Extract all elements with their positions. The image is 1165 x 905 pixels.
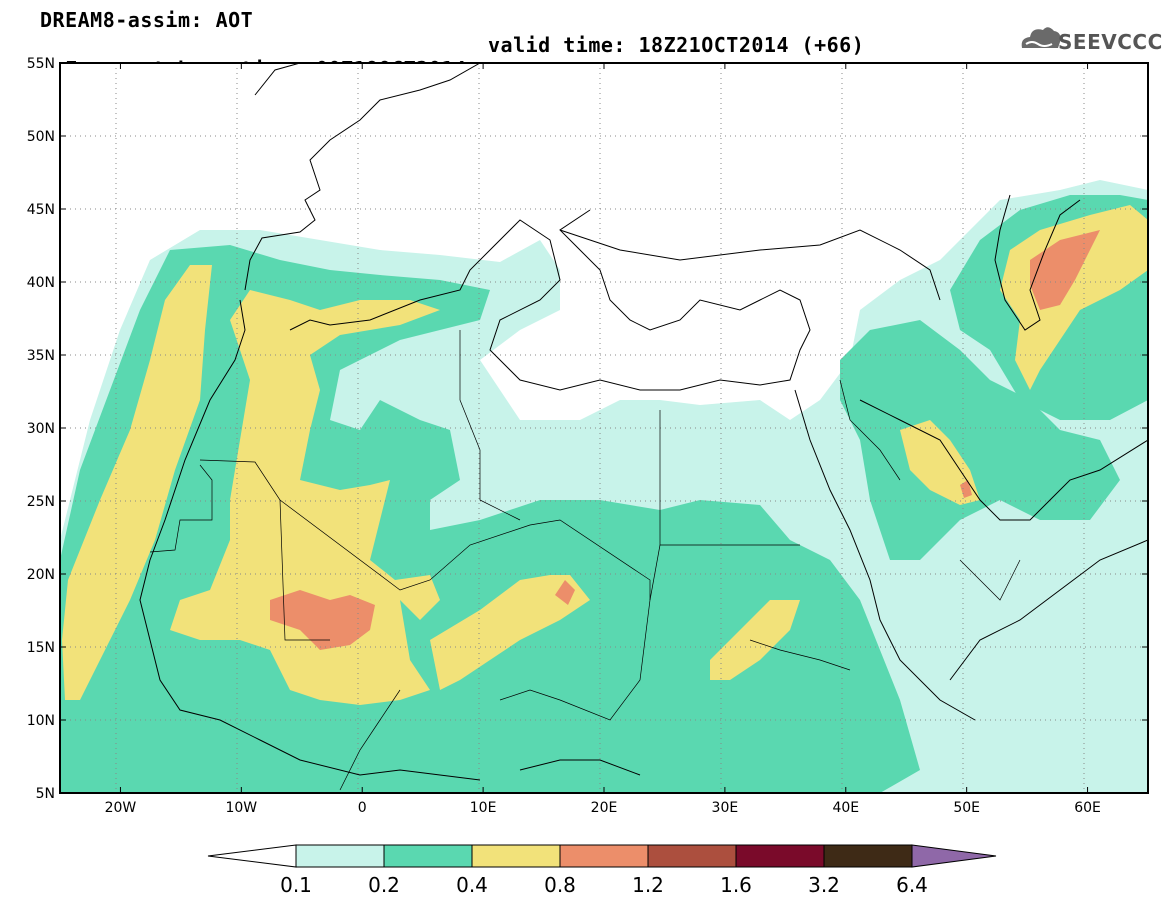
longitude-label: 40E xyxy=(832,800,859,816)
coastlines xyxy=(139,63,1148,781)
axis-ticks xyxy=(60,62,1148,794)
colorbar-swatch xyxy=(471,844,561,868)
colorbar-swatch xyxy=(823,844,913,868)
longitude-label: 10W xyxy=(225,800,257,816)
latitude-label: 35N xyxy=(27,348,55,364)
latitude-label: 40N xyxy=(27,275,55,291)
valid-time-text: valid time: 18Z21OCT2014 (+66) xyxy=(488,33,865,57)
colorbar-swatch xyxy=(647,844,737,868)
latitude-label: 55N xyxy=(27,56,55,72)
latitude-labels: 55N 50N 45N 40N 35N 30N 25N 20N 15N 10N 5N xyxy=(27,56,55,802)
latitude-label: 20N xyxy=(27,567,55,583)
colorbar-swatch xyxy=(295,844,385,868)
latitude-label: 30N xyxy=(27,421,55,437)
longitude-label: 0 xyxy=(358,800,367,816)
colorbar-level-label: 6.4 xyxy=(896,873,928,897)
longitude-labels: 20W 10W 0 10E 20E 30E 40E 50E 60E xyxy=(105,800,1101,816)
longitude-label: 50E xyxy=(953,800,980,816)
colorbar-level-label: 3.2 xyxy=(808,873,840,897)
longitude-label: 30E xyxy=(712,800,739,816)
longitude-label: 20W xyxy=(105,800,137,816)
seevccc-logo-text: SEEVCCC xyxy=(1058,30,1163,54)
colorbar-swatch xyxy=(383,844,473,868)
aot-contours xyxy=(60,180,1148,793)
colorbar-over-arrow xyxy=(911,844,997,868)
colorbar-under-arrow xyxy=(207,844,297,868)
colorbar-swatch xyxy=(735,844,825,868)
colorbar-level-label: 0.4 xyxy=(456,873,488,897)
colorbar-level-label: 1.2 xyxy=(632,873,664,897)
colorbar-level-label: 0.1 xyxy=(280,873,312,897)
latitude-label: 10N xyxy=(27,713,55,729)
map-title: DREAM8-assim: AOT xyxy=(40,8,254,32)
longitude-label: 10E xyxy=(470,800,497,816)
colorbar-level-label: 0.8 xyxy=(544,873,576,897)
longitude-label: 60E xyxy=(1074,800,1101,816)
longitude-label: 20E xyxy=(591,800,618,816)
colorbar-level-label: 1.6 xyxy=(720,873,752,897)
latitude-label: 50N xyxy=(27,129,55,145)
latitude-label: 5N xyxy=(36,786,55,802)
colorbar-level-label: 0.2 xyxy=(368,873,400,897)
colorbar-swatch xyxy=(559,844,649,868)
country-borders xyxy=(149,330,1021,791)
latitude-label: 15N xyxy=(27,640,55,656)
graticule xyxy=(60,63,1148,793)
colorbar: 0.1 0.2 0.4 0.8 1.2 1.6 3.2 6.4 xyxy=(207,844,997,897)
latitude-label: 45N xyxy=(27,202,55,218)
latitude-label: 25N xyxy=(27,494,55,510)
cloud-logo-icon xyxy=(1021,27,1061,48)
